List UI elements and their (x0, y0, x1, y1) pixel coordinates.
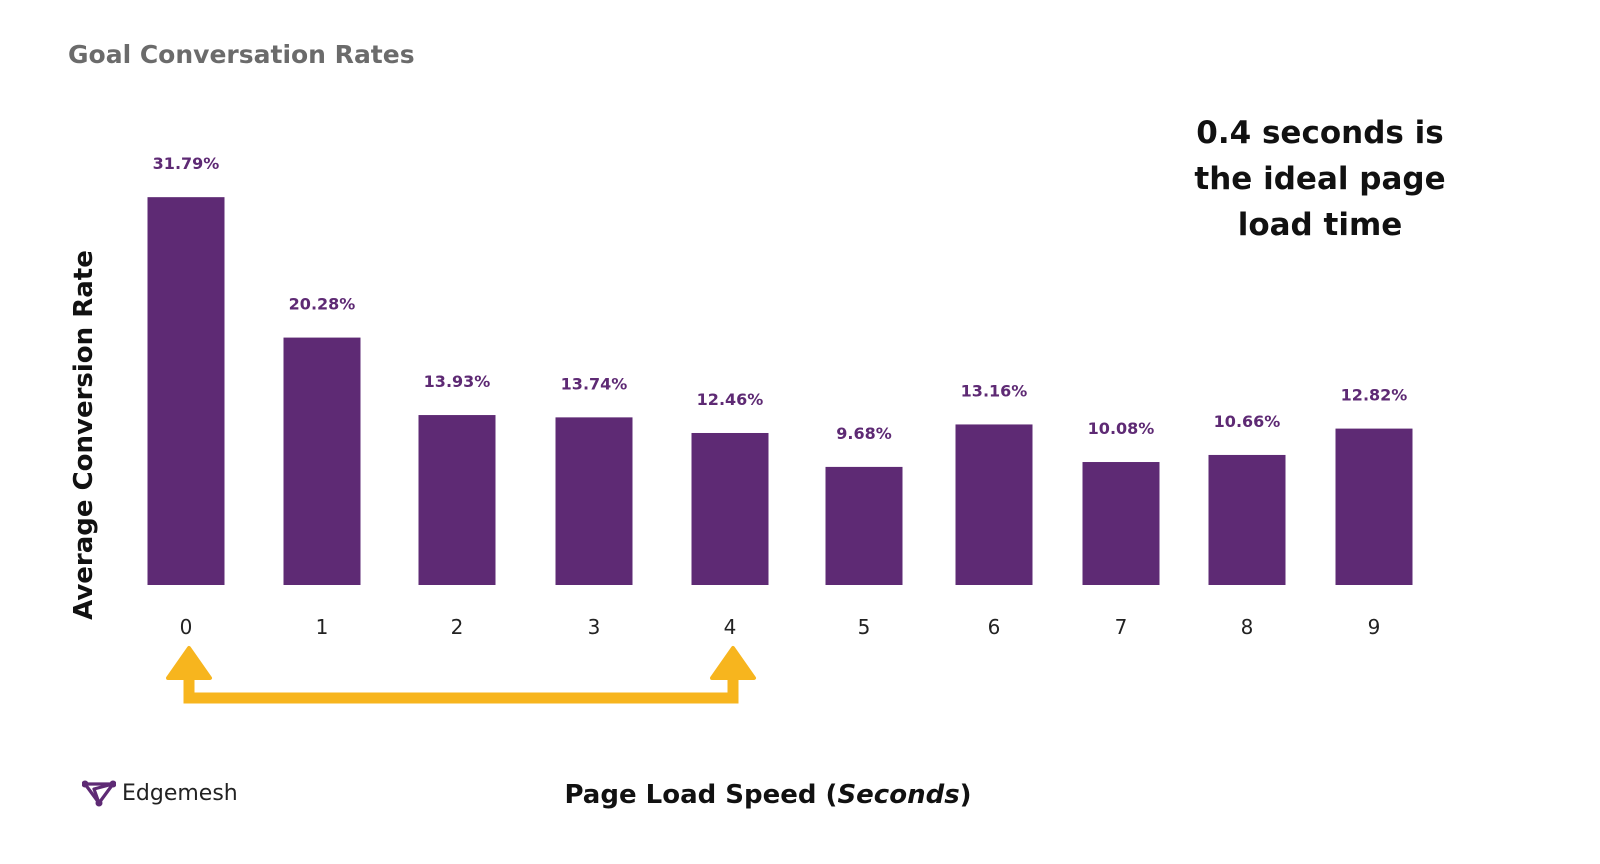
bar-1 (283, 337, 361, 585)
x-tick-label-1: 1 (316, 615, 329, 639)
x-tick-label-6: 6 (988, 615, 1001, 639)
x-tick-label-5: 5 (858, 615, 871, 639)
x-tick-label-3: 3 (588, 615, 601, 639)
callout-line-1: 0.4 seconds is (1196, 115, 1444, 151)
x-tick-label-4: 4 (724, 615, 737, 639)
brand: Edgemesh (82, 778, 238, 808)
data-label-1: 20.28% (289, 295, 356, 314)
data-label-9: 12.82% (1341, 386, 1408, 405)
bar-6 (955, 424, 1033, 585)
bar-0 (147, 197, 225, 586)
x-tick-label-9: 9 (1368, 615, 1381, 639)
bar-9 (1335, 428, 1413, 585)
data-label-8: 10.66% (1214, 412, 1281, 431)
callout-line-2: the ideal page (1194, 161, 1446, 197)
bar-8 (1208, 454, 1286, 585)
data-labels-layer: 31.79% 20.28% 13.93% 13.74% 12.46% 9.68% 13.16… (153, 154, 1408, 443)
data-label-3: 13.74% (561, 374, 628, 393)
arrow-head-right-icon (710, 646, 756, 680)
bar-5 (825, 466, 903, 585)
bar-7 (1082, 462, 1160, 585)
bars-layer (147, 197, 1413, 586)
bar-3 (555, 417, 633, 585)
bar-2 (418, 415, 496, 585)
x-axis-label: Page Load Speed (Seconds) (564, 780, 972, 810)
callout-line-3: load time (1237, 207, 1403, 243)
data-label-7: 10.08% (1088, 419, 1155, 438)
data-label-5: 9.68% (836, 424, 892, 443)
bar-4 (691, 432, 769, 585)
x-axis-label-unit: Seconds (837, 780, 960, 810)
callout-annotation: 0.4 seconds is the ideal page load time (1170, 110, 1470, 248)
range-arrow-icon (183, 676, 739, 704)
data-label-0: 31.79% (153, 154, 220, 173)
data-label-4: 12.46% (697, 390, 764, 409)
x-tick-labels-layer: 0 1 2 3 4 5 6 7 8 9 (180, 615, 1381, 639)
data-label-2: 13.93% (424, 372, 491, 391)
x-tick-label-7: 7 (1115, 615, 1128, 639)
x-tick-label-8: 8 (1241, 615, 1254, 639)
brand-name: Edgemesh (122, 780, 238, 806)
chart-title: Goal Conversation Rates (68, 40, 415, 69)
x-tick-label-2: 2 (451, 615, 464, 639)
x-tick-label-0: 0 (180, 615, 193, 639)
arrow-head-left-icon (166, 646, 212, 680)
data-label-6: 13.16% (961, 381, 1028, 400)
edgemesh-logo-icon (82, 780, 116, 807)
x-axis-label-text: Page Load Speed (564, 780, 817, 810)
